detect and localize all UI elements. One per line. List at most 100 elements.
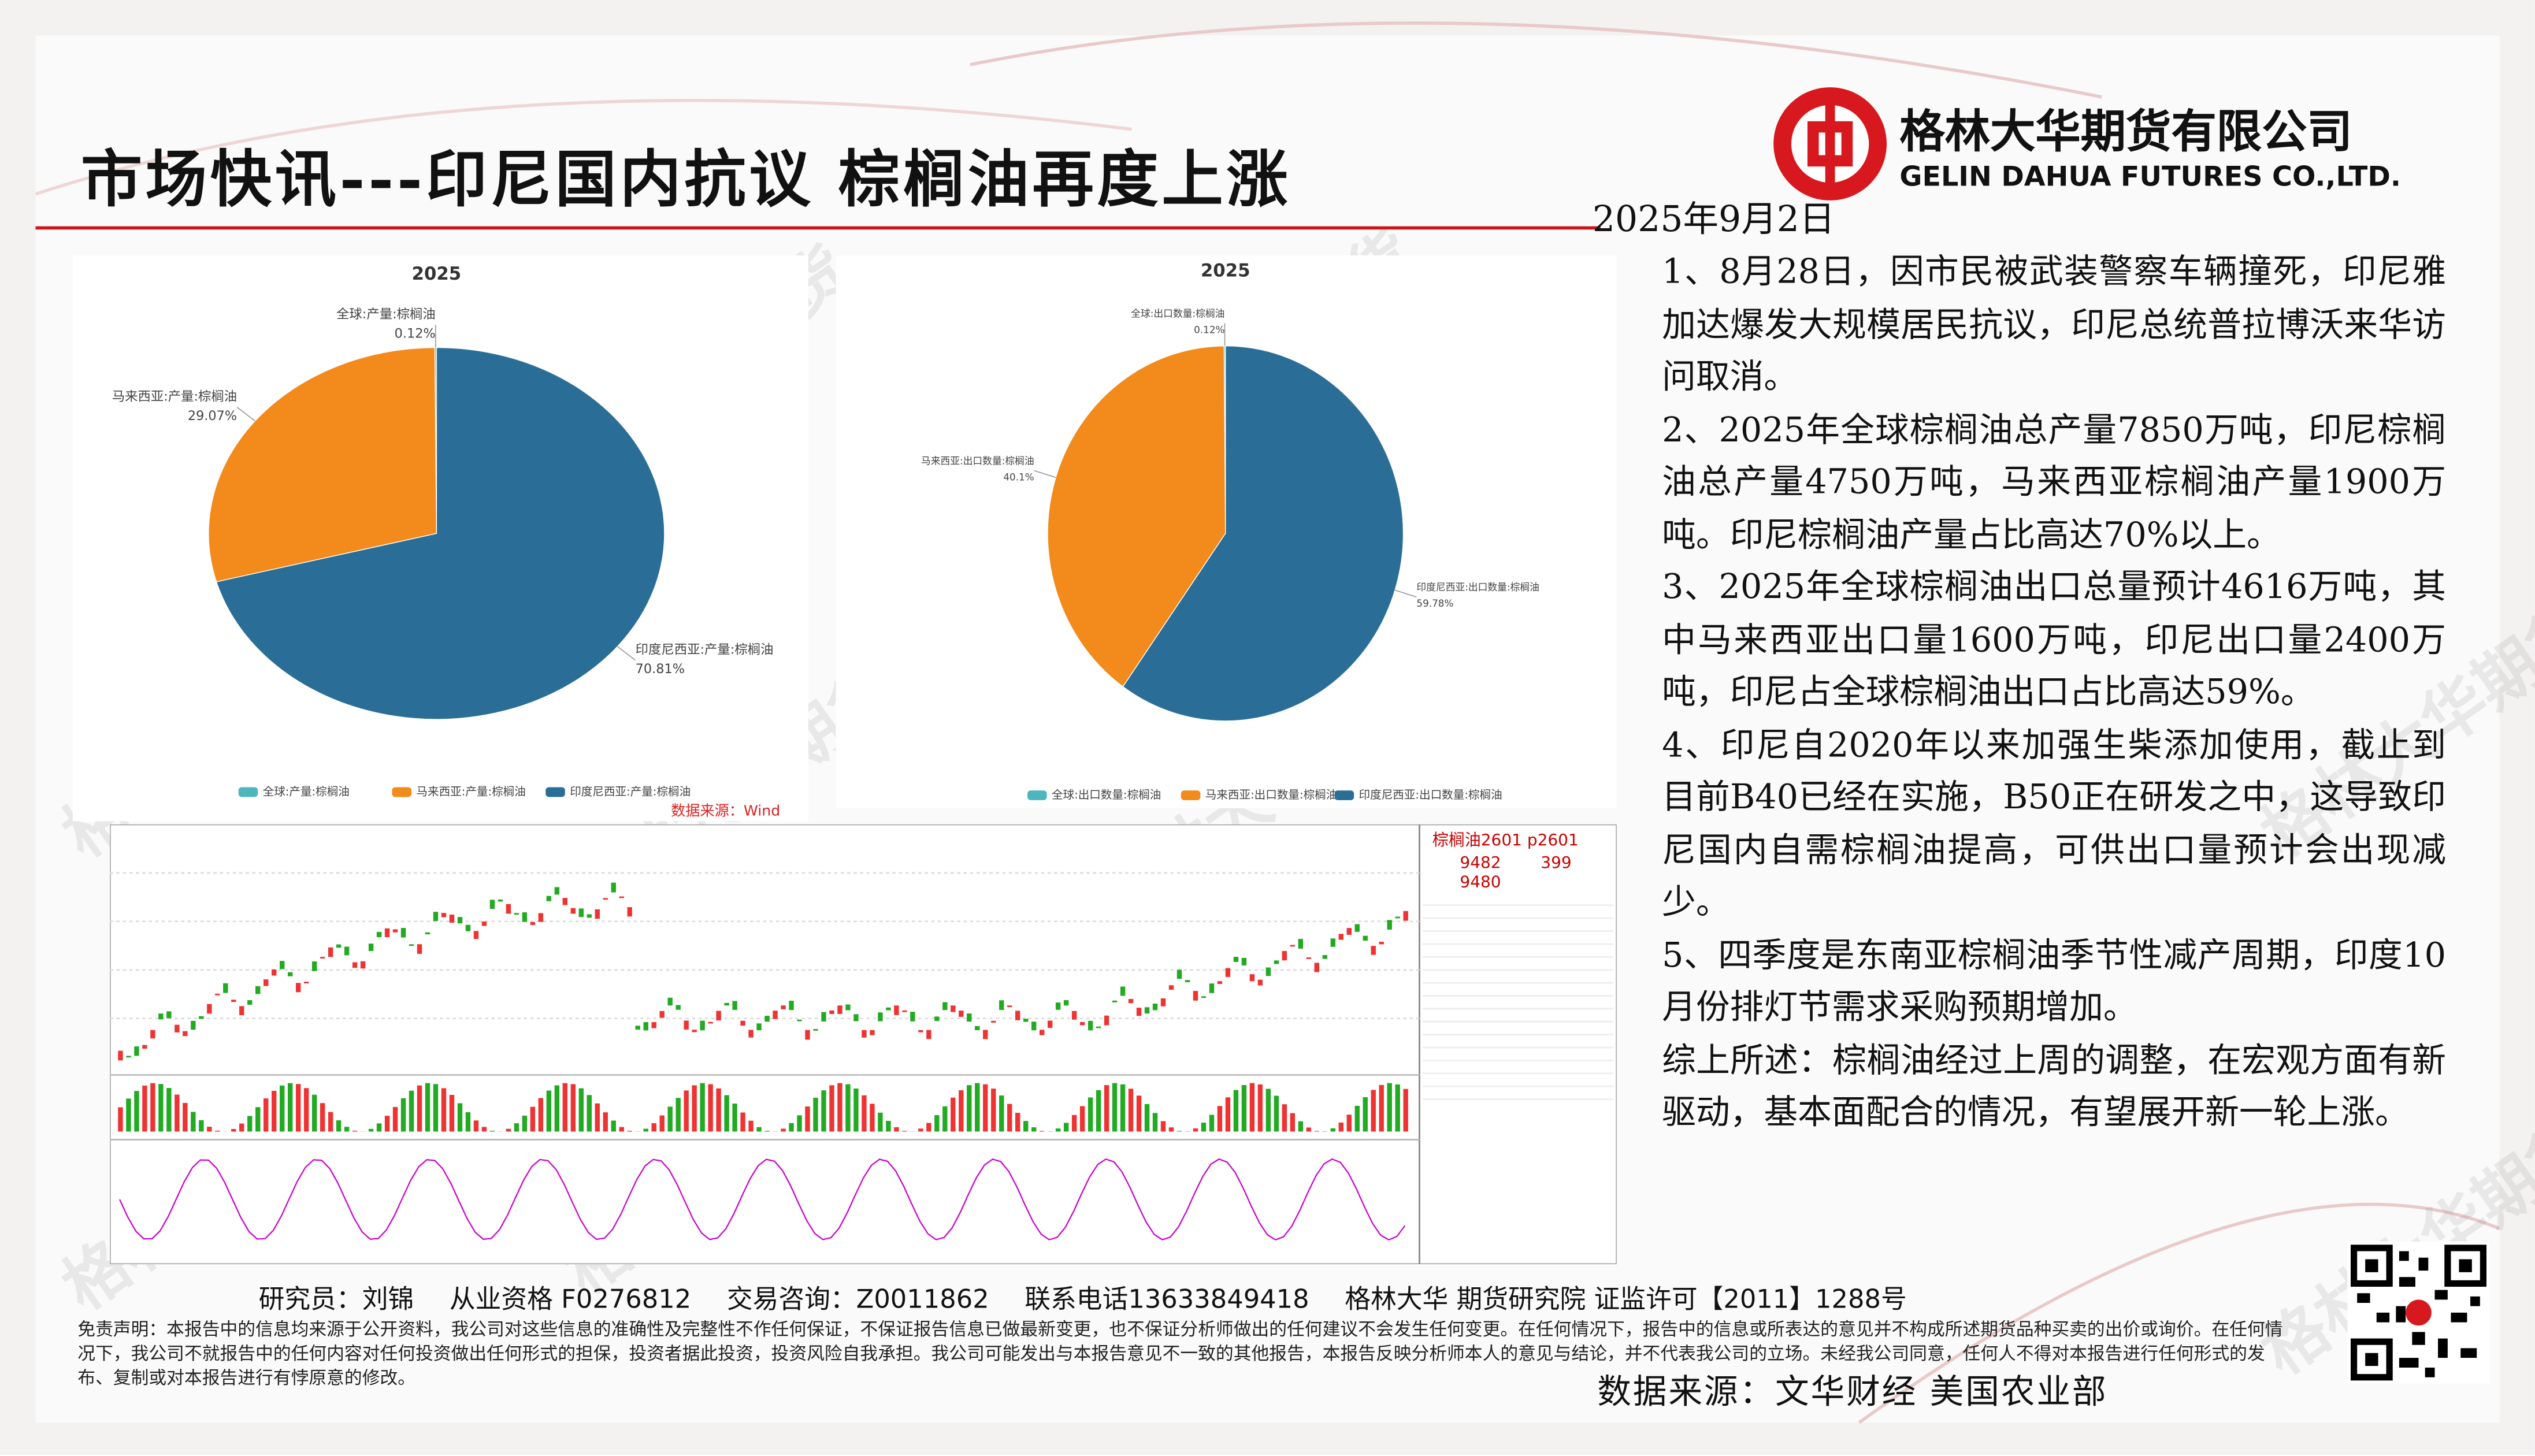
candle — [231, 1000, 236, 1002]
candle — [336, 944, 342, 948]
slice-value: 0.12% — [1194, 324, 1224, 335]
candle — [991, 1020, 996, 1023]
divider — [35, 226, 1601, 230]
candle — [1379, 942, 1384, 945]
volume-bar — [514, 1123, 519, 1132]
volume-bar — [595, 1103, 600, 1132]
volume-bar — [1031, 1127, 1037, 1132]
volume-bar — [643, 1128, 648, 1132]
candle — [392, 929, 398, 933]
volume-bar — [708, 1084, 713, 1132]
candle — [1152, 1004, 1158, 1011]
volume-bar — [1265, 1089, 1271, 1132]
volume-bar — [1079, 1106, 1085, 1132]
chart-title: 2025 — [1201, 261, 1250, 281]
volume-bar — [862, 1095, 867, 1132]
logo — [1773, 87, 1887, 200]
slice-value: 70.81% — [636, 662, 685, 677]
candle — [870, 1030, 875, 1035]
candle — [894, 1005, 899, 1015]
volume-bar — [303, 1088, 309, 1132]
volume-bar — [288, 1083, 293, 1132]
leader-line — [1394, 589, 1417, 598]
volume-bar — [1007, 1104, 1012, 1132]
candle — [1185, 980, 1190, 982]
candle — [118, 1050, 123, 1061]
candle — [1128, 999, 1134, 1004]
candle — [223, 983, 228, 993]
slice-value: 59.78% — [1416, 597, 1453, 609]
candle — [967, 1013, 972, 1022]
volume-bar — [272, 1090, 277, 1132]
volume-bar — [1225, 1097, 1231, 1132]
candle — [951, 1005, 956, 1012]
candle — [716, 1011, 721, 1021]
legend-swatch — [1181, 790, 1201, 800]
volume-bar — [1346, 1115, 1352, 1132]
candle — [578, 908, 584, 918]
candle — [684, 1020, 689, 1030]
candle — [764, 1016, 770, 1022]
volume-bar — [1274, 1095, 1279, 1132]
candle — [700, 1020, 705, 1031]
candle — [748, 1030, 754, 1038]
candle — [813, 1029, 818, 1031]
pie-slice — [216, 347, 665, 720]
candle — [183, 1031, 188, 1037]
pie-chart: 2025 全球:出口数量:棕榈油 0.12% 马来西亚:出口数量:棕榈油 40.1% 印度… — [836, 255, 1617, 808]
candle — [522, 912, 528, 922]
candle — [425, 932, 430, 935]
volume-bar — [1282, 1104, 1287, 1132]
volume-bar — [1290, 1113, 1296, 1132]
volume-bar — [1403, 1089, 1408, 1132]
candle — [1233, 957, 1239, 962]
volume-bar — [384, 1116, 390, 1132]
paragraph: 2、2025年全球棕榈油总产量7850万吨，印尼棕榈油总产量4750万吨，马来西… — [1662, 410, 2447, 554]
candle — [433, 912, 439, 922]
leader-line — [1034, 470, 1056, 478]
candle — [506, 904, 511, 914]
candle — [417, 944, 422, 954]
paragraph: 1、8月28日，因市民被武装警察车辆撞死，印尼雅加达爆发大规模居民抗议，印尼总统… — [1662, 252, 2447, 396]
volume-bar — [1088, 1097, 1093, 1132]
candle — [481, 921, 487, 926]
price: 9482 — [1460, 853, 1501, 872]
candle — [1007, 1005, 1012, 1008]
candle — [1298, 939, 1304, 949]
candle — [910, 1012, 915, 1022]
candle — [570, 908, 576, 914]
candle — [918, 1030, 923, 1032]
candle — [724, 1002, 729, 1006]
volume-bar — [821, 1090, 826, 1132]
candle — [926, 1030, 931, 1039]
candle — [837, 1005, 842, 1014]
candle — [587, 914, 592, 918]
candle — [708, 1022, 713, 1024]
volume-bar — [376, 1123, 382, 1132]
volume-bar — [522, 1115, 528, 1132]
volume-bar — [465, 1112, 471, 1132]
volume-bar — [951, 1097, 956, 1132]
quote-chart: 棕榈油2601 p2601 9482 399 9480 — [110, 824, 1617, 1264]
candle — [384, 928, 390, 937]
candle — [1387, 920, 1392, 930]
volume-bar — [570, 1084, 576, 1132]
candle — [1338, 934, 1343, 940]
volume-bar — [651, 1123, 656, 1132]
pie-slice — [208, 347, 437, 582]
candle — [975, 1026, 980, 1031]
volume-bar — [417, 1085, 422, 1132]
company-name-en: GELIN DAHUA FUTURES CO.,LTD. — [1899, 161, 2401, 194]
volume-bar — [805, 1106, 810, 1132]
candle — [781, 1005, 786, 1009]
candle — [1144, 1007, 1150, 1014]
candle — [457, 917, 463, 924]
candle — [126, 1056, 131, 1058]
candle — [166, 1011, 172, 1019]
candle — [1096, 1026, 1101, 1028]
candle — [1088, 1020, 1093, 1031]
candle — [562, 898, 568, 905]
volume-bar — [473, 1120, 479, 1132]
volume-bar — [983, 1084, 988, 1132]
qr-code — [2347, 1241, 2490, 1384]
